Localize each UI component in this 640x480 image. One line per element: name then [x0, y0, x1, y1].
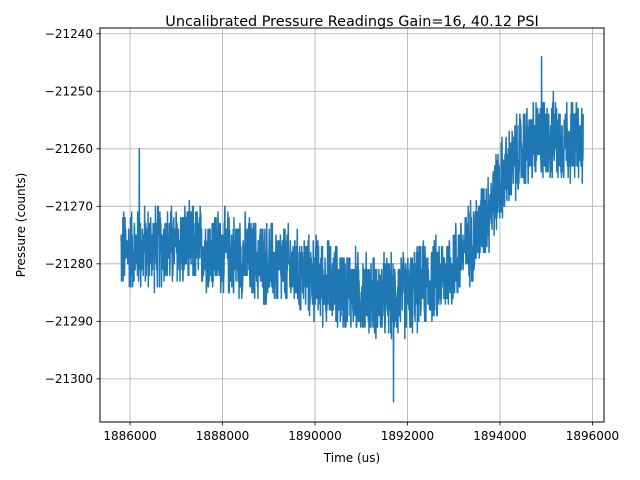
- series-line: [120, 56, 584, 403]
- x-tick-label: 1890000: [288, 429, 341, 443]
- y-axis: −21300 −21290 −21280 −21270 −21260 −21250 −212…: [45, 27, 100, 386]
- y-tick-label: −21250: [45, 84, 93, 98]
- grid: [100, 28, 604, 422]
- x-tick-label: 1888000: [196, 429, 249, 443]
- axes-frame: [99, 27, 605, 423]
- x-axis-label: Time (us): [323, 451, 380, 465]
- x-tick-label: 1894000: [473, 429, 526, 443]
- chart-title: Uncalibrated Pressure Readings Gain=16, …: [165, 14, 538, 30]
- x-axis: 1886000 1888000 1890000 1892000 1894000 18960…: [103, 422, 619, 443]
- y-axis-label: Pressure (counts): [14, 173, 28, 278]
- y-tick-label: −21260: [45, 142, 93, 156]
- x-tick-label: 1892000: [381, 429, 434, 443]
- y-tick-label: −21240: [45, 27, 93, 41]
- y-tick-label: −21270: [45, 199, 93, 213]
- y-tick-label: −21290: [45, 314, 93, 328]
- x-tick-label: 1896000: [566, 429, 619, 443]
- y-tick-label: −21280: [45, 257, 93, 271]
- plot-area: [120, 56, 584, 403]
- x-tick-label: 1886000: [103, 429, 156, 443]
- y-tick-label: −21300: [45, 372, 93, 386]
